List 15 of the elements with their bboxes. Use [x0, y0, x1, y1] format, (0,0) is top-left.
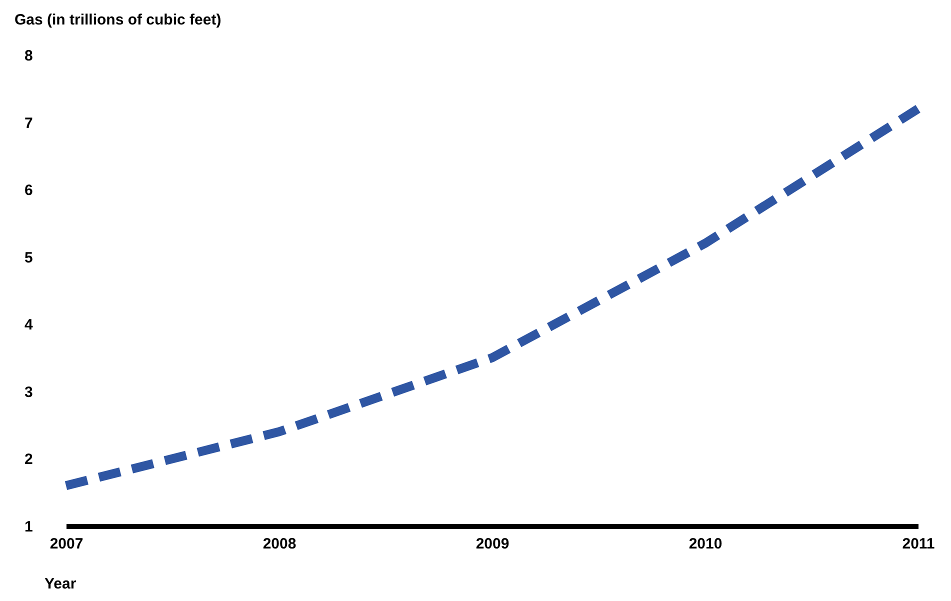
y-tick-label: 7	[24, 114, 33, 132]
x-tick-label: 2007	[50, 536, 84, 552]
x-tick-label: 2010	[688, 536, 722, 552]
y-tick-label: 6	[24, 182, 33, 200]
x-tick-label: 2011	[902, 536, 935, 552]
y-tick-label: 2	[24, 451, 33, 468]
y-tick-label: 5	[24, 249, 33, 266]
x-tick-label: 2008	[262, 536, 296, 552]
y-axis-title: Gas (in trillions of cubic feet)	[14, 12, 222, 28]
x-axis-title: Year	[44, 576, 76, 592]
y-tick-label: 3	[24, 384, 33, 401]
y-tick-label: 8	[24, 48, 33, 64]
y-tick-label: 1	[24, 518, 33, 536]
y-tick-label: 4	[24, 316, 34, 334]
x-tick-label: 2009	[476, 536, 510, 552]
